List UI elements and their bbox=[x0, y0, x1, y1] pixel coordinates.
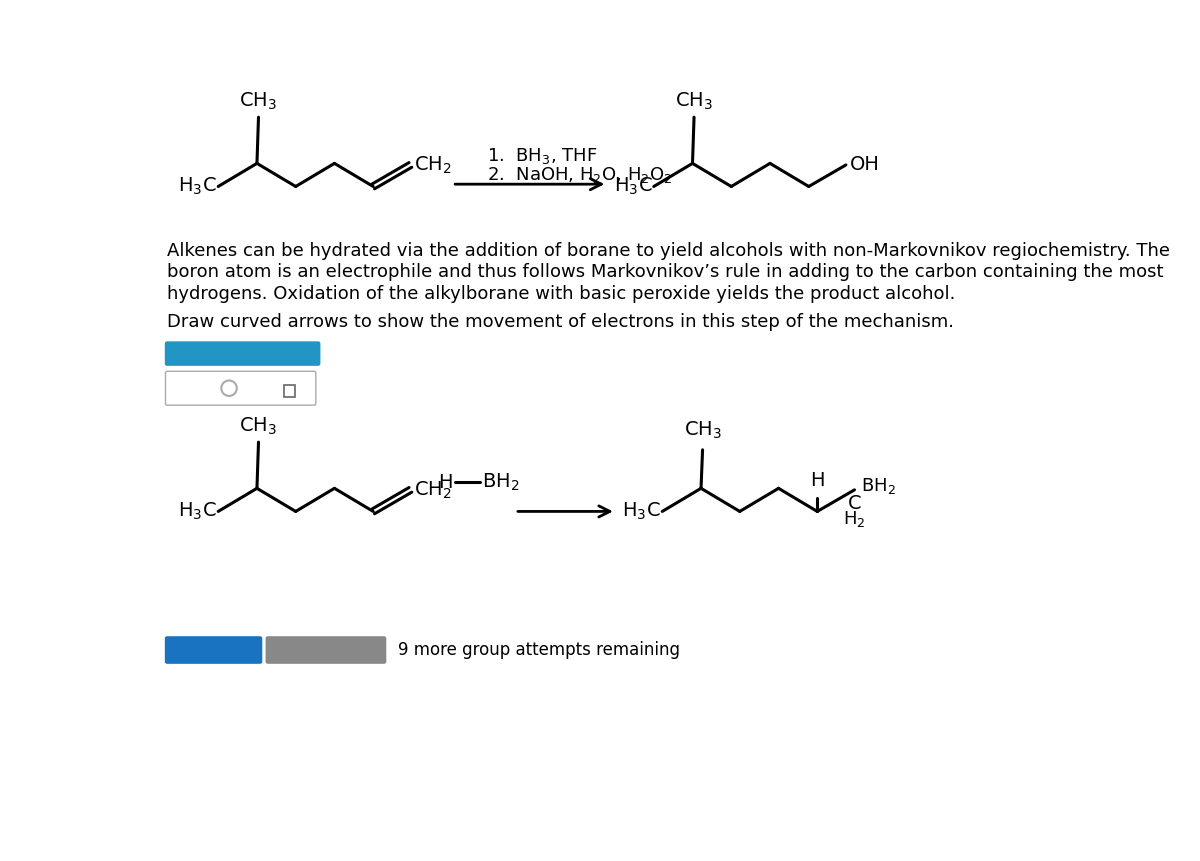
Text: BH$_2$: BH$_2$ bbox=[860, 476, 895, 496]
Text: CH$_3$: CH$_3$ bbox=[240, 90, 277, 112]
Text: 2.  NaOH, H$_2$O, H$_2$O$_2$: 2. NaOH, H$_2$O, H$_2$O$_2$ bbox=[487, 165, 672, 185]
Text: CH$_3$: CH$_3$ bbox=[676, 90, 713, 112]
FancyBboxPatch shape bbox=[166, 342, 319, 365]
Text: Submit Answer: Submit Answer bbox=[149, 642, 278, 658]
Text: hydrogens. Oxidation of the alkylborane with basic peroxide yields the product a: hydrogens. Oxidation of the alkylborane … bbox=[167, 285, 955, 303]
Text: boron atom is an electrophile and thus follows Markovnikov’s rule in adding to t: boron atom is an electrophile and thus f… bbox=[167, 263, 1164, 282]
Text: CH$_2$: CH$_2$ bbox=[414, 480, 452, 500]
FancyBboxPatch shape bbox=[166, 371, 316, 406]
Text: CH$_3$: CH$_3$ bbox=[240, 415, 277, 437]
Text: H$_3$C: H$_3$C bbox=[613, 176, 653, 197]
FancyBboxPatch shape bbox=[284, 385, 295, 398]
Text: H: H bbox=[438, 473, 454, 492]
Text: H$_2$: H$_2$ bbox=[844, 509, 865, 530]
Text: BH$_2$: BH$_2$ bbox=[481, 472, 520, 492]
Text: H$_3$C: H$_3$C bbox=[178, 501, 217, 522]
Text: Retry Entire Group: Retry Entire Group bbox=[245, 642, 407, 658]
Text: Arrow-pushing Instructions: Arrow-pushing Instructions bbox=[126, 346, 360, 361]
Text: CH$_3$: CH$_3$ bbox=[684, 419, 721, 441]
Text: C: C bbox=[847, 494, 862, 513]
Text: OH: OH bbox=[850, 156, 880, 175]
Text: 9 more group attempts remaining: 9 more group attempts remaining bbox=[398, 641, 680, 659]
Text: CH$_2$: CH$_2$ bbox=[414, 154, 452, 176]
Text: ↔: ↔ bbox=[241, 379, 258, 398]
Text: Alkenes can be hydrated via the addition of borane to yield alcohols with non-Ma: Alkenes can be hydrated via the addition… bbox=[167, 242, 1170, 260]
Text: Draw curved arrows to show the movement of electrons in this step of the mechani: Draw curved arrows to show the movement … bbox=[167, 313, 954, 331]
FancyBboxPatch shape bbox=[266, 637, 385, 663]
Text: H$_3$C: H$_3$C bbox=[622, 501, 661, 522]
Text: H: H bbox=[810, 471, 824, 490]
Text: H$_3$C: H$_3$C bbox=[178, 176, 217, 197]
Text: 1.  BH$_3$, THF: 1. BH$_3$, THF bbox=[487, 146, 598, 165]
FancyBboxPatch shape bbox=[166, 637, 262, 663]
Text: ×: × bbox=[260, 378, 280, 399]
